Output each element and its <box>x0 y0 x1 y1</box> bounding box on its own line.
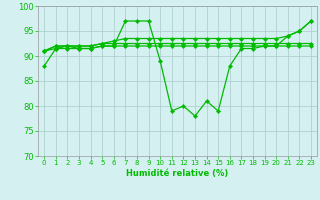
X-axis label: Humidité relative (%): Humidité relative (%) <box>126 169 229 178</box>
